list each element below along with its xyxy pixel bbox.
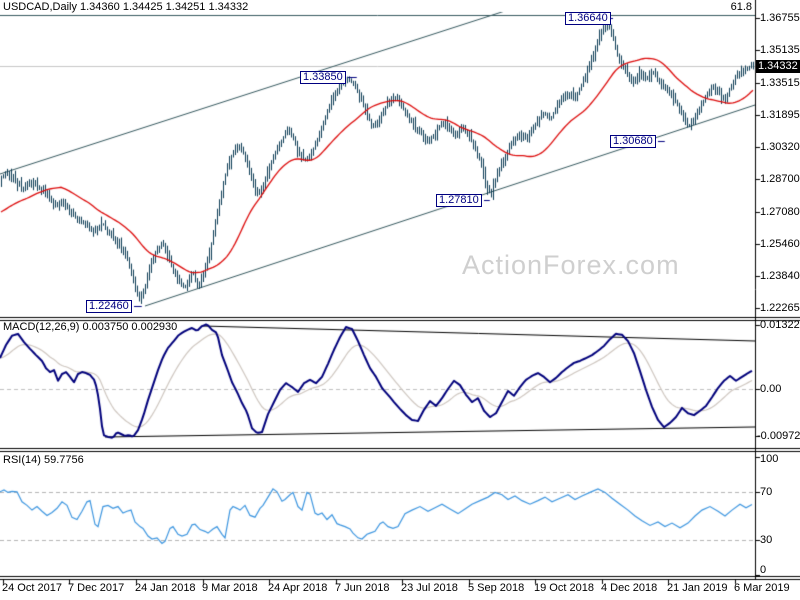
price-axis-label: 1.23840 [760,270,800,283]
price-annotation: 1.27810 [436,194,482,207]
date-axis-label: 24 Apr 2018 [268,582,328,594]
date-axis-label: 7 Dec 2017 [68,582,125,594]
rsi-axis-label: 30 [760,533,773,546]
price-axis-label: 1.22265 [760,301,800,314]
date-axis-label: 5 Sep 2018 [468,582,525,594]
rsi-axis-label: 100 [760,453,779,465]
date-axis-label: 24 Jan 2018 [135,582,196,594]
price-panel-title: USDCAD,Daily 1.34360 1.34425 1.34251 1.3… [3,1,249,13]
date-axis-label: 21 Jan 2019 [667,582,728,594]
current-price-tag: 1.34332 [756,60,800,73]
price-axis-label: 1.27080 [760,205,800,218]
fib-level-label: 61.8 [730,1,752,13]
date-axis-label: 7 Jun 2018 [335,582,390,594]
date-axis-label: 9 Mar 2018 [202,582,258,594]
macd-axis-label: 0.013224 [760,319,800,331]
rsi-panel-title: RSI(14) 59.7756 [3,454,84,466]
price-axis-label: 1.33515 [760,76,800,89]
date-axis-label: 6 Mar 2019 [734,582,790,594]
rsi-axis-label: 70 [760,486,773,499]
price-annotation: 1.36640 [565,12,611,25]
price-annotation: 1.33850 [300,71,346,84]
macd-panel-title: MACD(12,26,9) 0.003750 0.002930 [3,321,178,333]
price-axis-label: 1.31895 [760,109,800,122]
macd-axis-label: 0.00 [760,383,782,395]
price-axis-label: 1.28700 [760,173,800,186]
date-axis-label: 24 Oct 2017 [2,582,62,594]
watermark: ActionForex.com [462,250,680,280]
price-axis-label: 1.35135 [760,44,800,57]
date-axis-label: 19 Oct 2018 [534,582,594,594]
date-axis-label: 4 Dec 2018 [601,582,658,594]
price-axis-label: 1.30320 [760,140,800,153]
price-axis-label: 1.36755 [760,12,800,24]
price-annotation: 1.30680 [610,135,656,148]
rsi-axis-label: 0 [760,564,767,576]
price-annotation: 1.22460 [86,300,132,313]
date-axis-label: 23 Jul 2018 [401,582,458,594]
price-axis-label: 1.25460 [760,237,800,250]
